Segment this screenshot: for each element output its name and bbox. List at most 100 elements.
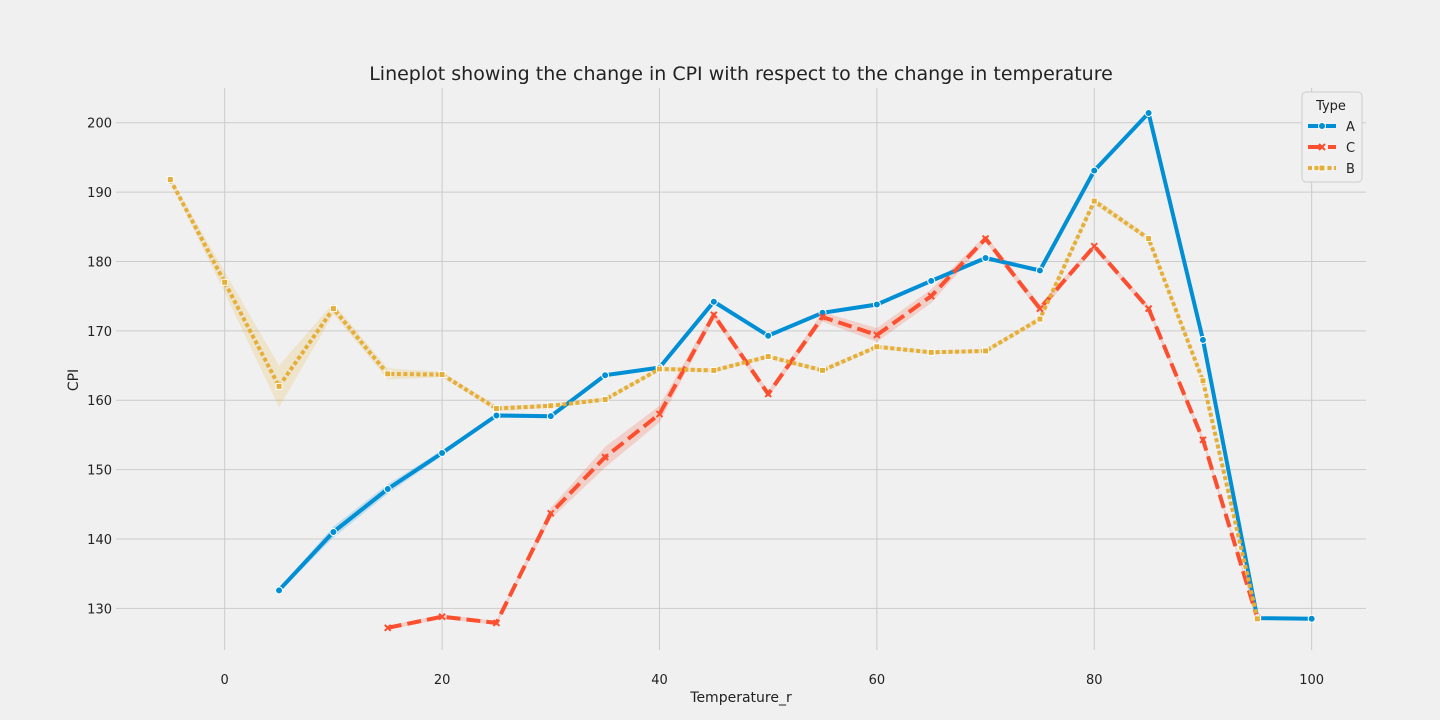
series-c-point-stroke xyxy=(547,509,555,518)
series-a-point xyxy=(764,331,773,340)
y-tick-label: 140 xyxy=(87,533,112,548)
x-axis-label: Temperature_r xyxy=(689,690,792,706)
tick-labels: 0 20 40 60 80 100 130 140 150 160 170 180 190 200 xyxy=(87,117,1324,688)
series-markers xyxy=(166,108,1316,632)
series-c-point-stroke xyxy=(927,292,935,300)
series-c-point-stroke xyxy=(1036,304,1044,313)
legend-b-label: B xyxy=(1346,162,1355,177)
series-c-point xyxy=(1144,304,1153,313)
legend-a-marker xyxy=(1318,122,1326,130)
series-a-point xyxy=(1035,266,1044,275)
legend-c-label: C xyxy=(1346,141,1355,156)
series-c-point-stroke xyxy=(384,624,392,632)
series-b-point xyxy=(819,366,827,374)
series-b-point xyxy=(275,382,283,390)
series-a-point xyxy=(546,412,555,421)
series-c-point xyxy=(492,619,501,627)
series-a-line xyxy=(277,111,1312,621)
legend-items: ACB xyxy=(1308,120,1355,177)
series-b-point xyxy=(764,353,772,361)
series-c-point xyxy=(873,331,881,339)
y-tick-label: 200 xyxy=(87,117,112,132)
y-axis-label: CPI xyxy=(66,369,82,391)
series-c-line xyxy=(387,236,1260,630)
x-tick-label: 0 xyxy=(221,673,229,688)
series-b-point xyxy=(384,370,392,378)
series-c-point xyxy=(655,410,664,418)
series-a-point xyxy=(1144,108,1153,117)
series-a-point xyxy=(981,253,990,262)
legend-c-marker xyxy=(1318,143,1326,151)
series-b-point xyxy=(492,405,500,413)
series-c-point xyxy=(818,313,827,321)
series-c-point xyxy=(981,234,990,243)
series-a-point xyxy=(1307,614,1316,623)
series-c-point-stroke xyxy=(818,313,827,321)
x-tick-label: 80 xyxy=(1086,673,1103,688)
y-tick-label: 160 xyxy=(87,394,112,409)
series-b-point xyxy=(982,347,990,355)
y-tick-label: 180 xyxy=(87,255,112,270)
series-c-point-stroke xyxy=(601,453,609,461)
series-b-point xyxy=(166,176,174,184)
series-b-point xyxy=(873,343,881,351)
series-a-point xyxy=(872,300,881,309)
x-tick-label: 100 xyxy=(1299,673,1324,688)
legend-b-marker xyxy=(1318,164,1326,172)
series-b-point xyxy=(329,305,337,313)
legend-box xyxy=(1301,91,1363,183)
series-c-point-stroke xyxy=(764,390,772,398)
y-tick-label: 150 xyxy=(87,464,112,479)
y-tick-label: 190 xyxy=(87,186,112,201)
confidence-bands xyxy=(170,110,1312,630)
series-c-point xyxy=(601,453,609,461)
series-c-point-stroke xyxy=(710,311,718,319)
series-b-point xyxy=(655,365,663,373)
series-a-point xyxy=(383,485,392,494)
series-c-point xyxy=(1199,436,1207,444)
series-c-point xyxy=(927,292,935,300)
series-a-point xyxy=(709,297,718,306)
series-c-point xyxy=(438,612,446,621)
series-a-point xyxy=(1090,166,1099,175)
series-b-point xyxy=(710,366,718,374)
series-c-point xyxy=(710,311,718,319)
series-c-point xyxy=(384,624,392,632)
series-b-point xyxy=(601,396,609,404)
series-b-point xyxy=(1145,235,1153,243)
series-b-point xyxy=(547,402,555,410)
series-a-point xyxy=(601,371,610,380)
legend-a-label: A xyxy=(1346,120,1355,135)
x-tick-label: 20 xyxy=(434,673,451,688)
series-a-point xyxy=(275,586,284,595)
legend: Type ACB xyxy=(1301,91,1363,183)
series-b-point xyxy=(438,371,446,379)
y-tick-label: 130 xyxy=(87,602,112,617)
series-c-point-stroke xyxy=(1090,242,1098,250)
chart-title: Lineplot showing the change in CPI with … xyxy=(369,63,1113,85)
series-b-point xyxy=(1199,377,1207,385)
series-b-point xyxy=(927,348,935,356)
series-a-point xyxy=(329,528,338,537)
series-b-point xyxy=(1253,615,1261,623)
x-tick-label: 60 xyxy=(869,673,886,688)
series-b-point xyxy=(1090,197,1098,205)
series-c-point-stroke xyxy=(981,234,990,243)
series-c-point xyxy=(547,509,555,518)
series-b-point xyxy=(1036,315,1044,323)
series-a-point xyxy=(927,276,936,285)
y-tick-label: 170 xyxy=(87,325,112,340)
series-c-point-stroke xyxy=(655,410,664,418)
series-a-point xyxy=(492,411,501,420)
legend-c-marker-stroke xyxy=(1318,143,1326,151)
series-a-point xyxy=(1198,335,1207,344)
series-c-point xyxy=(1090,242,1098,250)
series-lines xyxy=(168,111,1312,630)
series-b-point xyxy=(221,278,229,286)
series-c-point-stroke xyxy=(1144,304,1153,313)
series-c-point-stroke xyxy=(873,331,881,339)
x-tick-label: 40 xyxy=(651,673,668,688)
series-a-confidence-band xyxy=(279,110,1312,621)
series-c-point xyxy=(764,390,772,398)
